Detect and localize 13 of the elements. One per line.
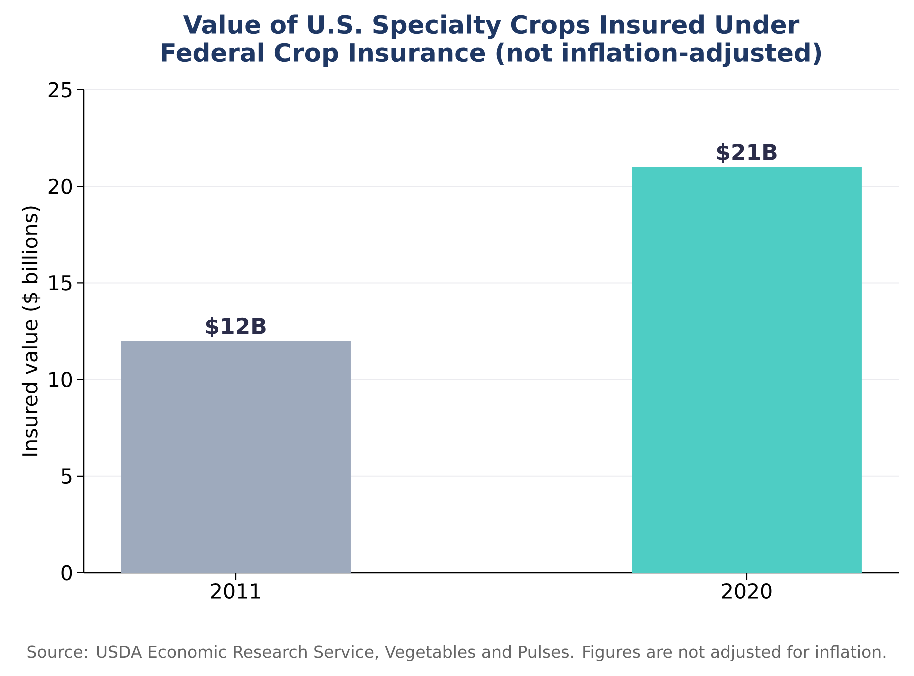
y-tick-label: 5 — [62, 468, 72, 484]
y-tick-label: 25 — [48, 82, 72, 98]
data-label: $21B — [717, 144, 777, 164]
y-axis-title: Insured value ($ billions) — [22, 206, 41, 456]
source-note: Source: USDA Economic Research Service, Vegetables and Pulses. Figures are not adjusted for inflation. — [28, 645, 886, 662]
y-tick-label: 20 — [48, 178, 72, 194]
data-label: $12B — [206, 317, 266, 338]
y-tick-label: 15 — [50, 276, 72, 291]
x-tick-label: 2011 — [211, 584, 260, 600]
x-tick-label: 2020 — [722, 584, 772, 600]
y-tick-label: 10 — [50, 372, 72, 388]
y-tick-label: 0 — [62, 565, 72, 581]
chart-title: Value of U.S. Specialty Crops Insured Under Federal Crop Insurance (not inflation-adjusted) — [162, 14, 822, 68]
